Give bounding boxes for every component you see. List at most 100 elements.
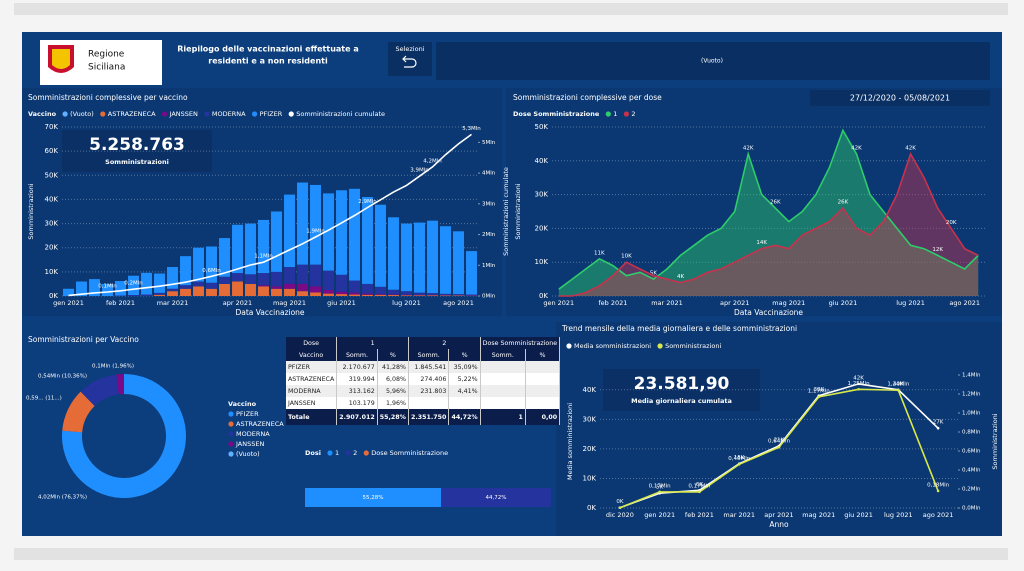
legend-label: JANSSEN bbox=[169, 110, 198, 118]
y-tick-label: 50K bbox=[535, 123, 549, 131]
table-cell: 35,09% bbox=[449, 361, 480, 373]
x-tick-label: giu 2021 bbox=[327, 299, 356, 307]
data-label: 2,9Mln bbox=[358, 199, 377, 205]
bar bbox=[258, 273, 269, 285]
x-tick-label: mag 2021 bbox=[772, 299, 805, 307]
x-tick-label: giu 2021 bbox=[844, 511, 873, 519]
data-label: 27K bbox=[933, 420, 944, 426]
bar bbox=[180, 285, 191, 289]
y2-axis-title: Somministrazioni cumulate bbox=[502, 167, 510, 256]
bar bbox=[180, 289, 191, 296]
legend-label: ASTRAZENECA bbox=[236, 420, 284, 428]
kpi-label: Media giornaliera cumulata bbox=[631, 397, 732, 405]
x-tick-label: feb 2021 bbox=[106, 299, 135, 307]
y2-axis-title: Somministrazioni bbox=[991, 413, 999, 469]
table-cell bbox=[480, 397, 525, 409]
chart-title: Somministrazioni complessive per dose bbox=[513, 93, 662, 102]
data-label: 42K bbox=[743, 146, 754, 152]
table-cell: MODERNA bbox=[286, 385, 337, 397]
y2-tick-label: 1Mln bbox=[482, 263, 496, 269]
y-tick-label: 20K bbox=[583, 445, 597, 453]
chart-title: Somministrazioni per Vaccino bbox=[28, 335, 139, 344]
y-axis-title: Somministrazioni bbox=[514, 183, 522, 239]
legend-label: MODERNA bbox=[236, 430, 270, 438]
bar bbox=[284, 284, 295, 289]
legend-marker bbox=[606, 111, 611, 116]
kpi-value: 5.258.763 bbox=[89, 135, 185, 155]
legend-label: PFIZER bbox=[260, 110, 283, 118]
table-total-cell: 55,28% bbox=[377, 409, 408, 425]
y-tick-label: 40K bbox=[535, 157, 549, 165]
table-cell: 5,96% bbox=[377, 385, 408, 397]
y2-tick-label: 2Mln bbox=[482, 232, 496, 238]
legend-title: Vaccino bbox=[28, 110, 57, 118]
legend-title: Vaccino bbox=[228, 400, 257, 408]
data-label: 12K bbox=[932, 247, 943, 253]
bar bbox=[349, 281, 360, 293]
x-tick-label: apr 2021 bbox=[720, 299, 749, 307]
bar bbox=[401, 291, 412, 295]
y2-tick-label: 0,8Mln bbox=[962, 430, 981, 436]
data-label: 0,18Mln bbox=[927, 482, 950, 488]
bar bbox=[167, 289, 178, 291]
table-cell: 4,41% bbox=[449, 385, 480, 397]
table-column-header: % bbox=[525, 349, 559, 361]
bottom-strip bbox=[14, 548, 1008, 560]
x-tick-label: gen 2021 bbox=[543, 299, 574, 307]
legend-marker bbox=[204, 111, 209, 116]
y-tick-label: 10K bbox=[535, 258, 549, 266]
bar bbox=[349, 293, 360, 295]
y-tick-label: 40K bbox=[583, 386, 597, 394]
bar bbox=[310, 292, 321, 296]
data-label: 42K bbox=[851, 146, 862, 152]
bar bbox=[141, 295, 152, 296]
bar bbox=[219, 277, 230, 284]
legend-label: MODERNA bbox=[212, 110, 246, 118]
legend-label: 1 bbox=[613, 110, 617, 118]
point bbox=[658, 491, 661, 494]
table-cell bbox=[480, 361, 525, 373]
point bbox=[857, 383, 860, 386]
point bbox=[937, 427, 940, 430]
table-cell: 274.406 bbox=[408, 373, 448, 385]
point bbox=[698, 491, 701, 494]
x-tick-label: lug 2021 bbox=[392, 299, 421, 307]
point bbox=[897, 389, 900, 392]
bar bbox=[375, 287, 386, 294]
bar bbox=[388, 290, 399, 295]
bar bbox=[440, 294, 451, 295]
bar bbox=[336, 292, 347, 294]
y-tick-label: 60K bbox=[45, 147, 59, 155]
data-label: 4K bbox=[677, 274, 684, 280]
table-group-header: Dose Somministrazione bbox=[480, 337, 559, 349]
data-label: 1,1Mln bbox=[254, 254, 273, 260]
legend-marker bbox=[62, 111, 67, 116]
legend-label: 2 bbox=[631, 110, 635, 118]
x-axis-title: Data Vaccinazione bbox=[235, 308, 304, 317]
data-label: 1,9Mln bbox=[306, 229, 325, 235]
bar bbox=[128, 295, 139, 296]
x-tick-label: ago 2021 bbox=[949, 299, 980, 307]
legend-marker bbox=[228, 411, 233, 416]
bar bbox=[258, 285, 269, 286]
logo-text: Regione bbox=[88, 50, 125, 60]
legend-marker bbox=[228, 441, 233, 446]
legend-label: JANSSEN bbox=[235, 440, 264, 448]
bar bbox=[440, 226, 451, 294]
chart-title: Somministrazioni complessive per vaccino bbox=[28, 93, 188, 102]
bar bbox=[310, 265, 321, 287]
table-cell: ASTRAZENECA bbox=[286, 373, 337, 385]
x-tick-label: ago 2021 bbox=[923, 511, 954, 519]
table-cell: 41,28% bbox=[377, 361, 408, 373]
x-axis-title: Data Vaccinazione bbox=[734, 308, 803, 317]
table-group-header: 2 bbox=[408, 337, 480, 349]
logo-text: Siciliana bbox=[88, 63, 125, 73]
y2-tick-label: 1,4Mln bbox=[962, 373, 981, 379]
x-tick-label: apr 2021 bbox=[223, 299, 252, 307]
bar bbox=[232, 282, 243, 296]
selection-button-label[interactable]: Selezioni bbox=[395, 45, 424, 53]
